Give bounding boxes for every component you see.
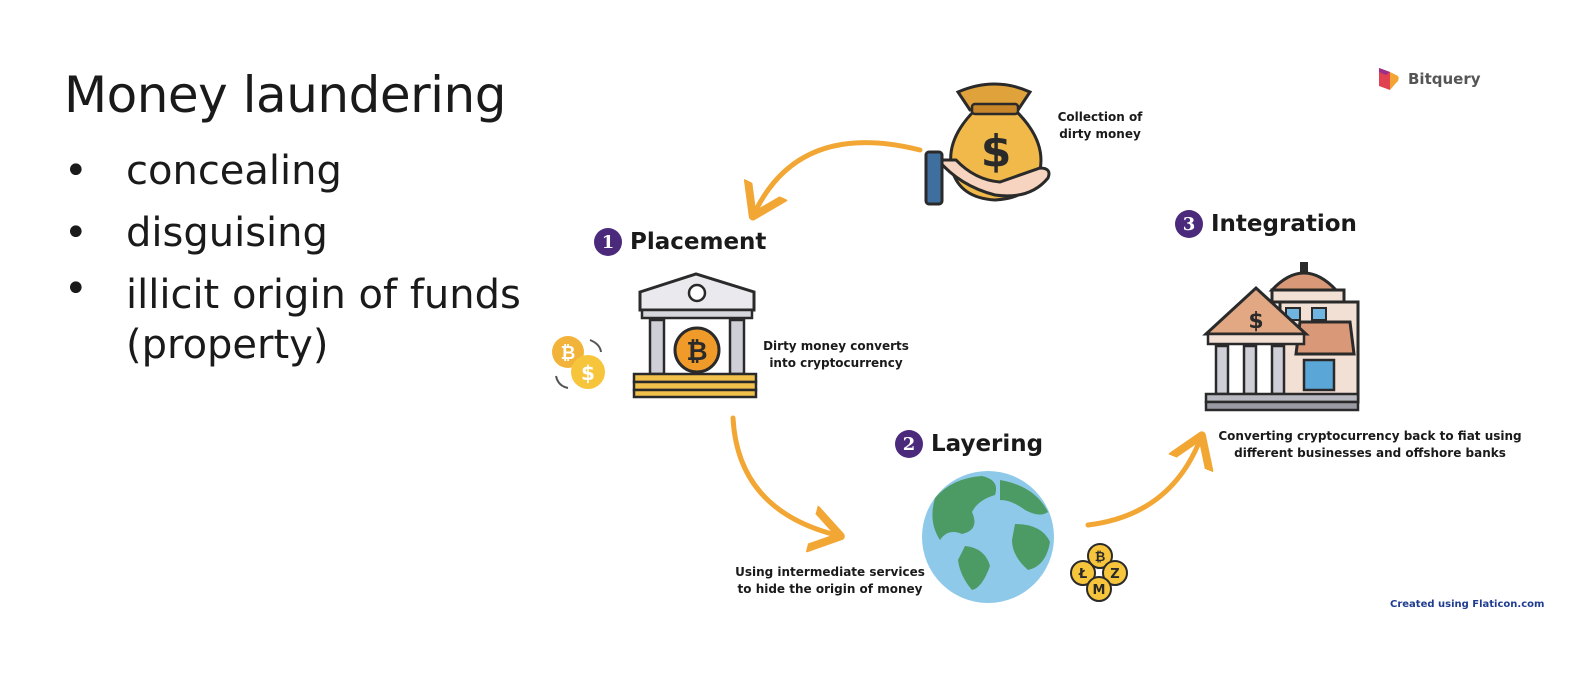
stage-name: Layering: [931, 431, 1044, 457]
coin-exchange-icon: ₿ $: [552, 336, 605, 389]
bullet-text: disguising: [126, 210, 328, 256]
coin-xmr-text: M: [1093, 583, 1106, 598]
caption-line: Collection of: [1057, 110, 1143, 124]
bullet-text: illicit origin of funds (property): [126, 272, 521, 368]
arrow-layering-to-integration: [1085, 440, 1200, 528]
bank-dollar-text: $: [1248, 309, 1263, 334]
caption-line: into cryptocurrency: [769, 356, 903, 370]
arrow-collection-to-placement: [755, 140, 923, 212]
bullet-dot: •: [64, 210, 88, 256]
bullet-dot: •: [64, 148, 88, 194]
caption-integration: Converting cryptocurrency back to fiat u…: [1210, 428, 1530, 462]
bullet-item: • illicit origin of funds (property): [62, 264, 596, 370]
bitquery-logo-icon: [1379, 68, 1399, 90]
bullet-text: concealing: [126, 148, 342, 194]
caption-line: dirty money: [1059, 127, 1141, 141]
bullet-item: • disguising: [62, 202, 596, 264]
caption-collection: Collection of dirty money: [1050, 109, 1150, 143]
caption-line: different businesses and offshore banks: [1234, 446, 1506, 460]
arrow-placement-to-layering: [730, 415, 836, 535]
slide-title: Money laundering: [64, 66, 506, 124]
caption-layering: Using intermediate services to hide the …: [720, 564, 940, 598]
stage-number-badge: 1: [594, 228, 622, 256]
stage-placement: 1 Placement: [594, 228, 766, 256]
coin-dollar-text: $: [581, 361, 595, 385]
stage-number-badge: 2: [895, 430, 923, 458]
coin-bitcoin-text: ₿: [561, 343, 576, 364]
bullet-list: • concealing • disguising • illicit origin …: [62, 140, 596, 370]
caption-line: Dirty money converts: [763, 339, 909, 353]
stage-number-badge: 3: [1175, 210, 1203, 238]
brand-name: Bitquery: [1408, 70, 1481, 88]
brand-logo: Bitquery: [1376, 66, 1481, 92]
offshore-bank-building-icon: $: [1202, 262, 1360, 412]
coin-btc-text: ₿: [1095, 550, 1106, 565]
stage-name: Integration: [1211, 211, 1357, 237]
coin-ltc-text: Ł: [1078, 567, 1087, 582]
globe-icon: [922, 471, 1054, 603]
bitcoin-symbol-text: ₿: [686, 337, 707, 367]
bank-bitcoin-icon: ₿: [632, 272, 758, 399]
stage-name: Placement: [630, 229, 767, 255]
money-bag-hand-icon: $: [924, 82, 1051, 206]
caption-line: to hide the origin of money: [737, 582, 923, 596]
crypto-coins-icon: ₿ Ł Z M: [1070, 543, 1128, 602]
bullet-item: • concealing: [62, 140, 596, 202]
caption-line: Converting cryptocurrency back to fiat u…: [1218, 429, 1522, 443]
caption-line: Using intermediate services: [735, 565, 925, 579]
dollar-sign-text: $: [981, 126, 1012, 177]
stage-layering: 2 Layering: [895, 430, 1043, 458]
coin-zec-text: Z: [1110, 567, 1119, 582]
stage-integration: 3 Integration: [1175, 210, 1357, 238]
bullet-dot: •: [64, 266, 88, 312]
flaticon-credit: Created using Flaticon.com: [1390, 599, 1545, 610]
caption-placement: Dirty money converts into cryptocurrency: [756, 338, 916, 372]
